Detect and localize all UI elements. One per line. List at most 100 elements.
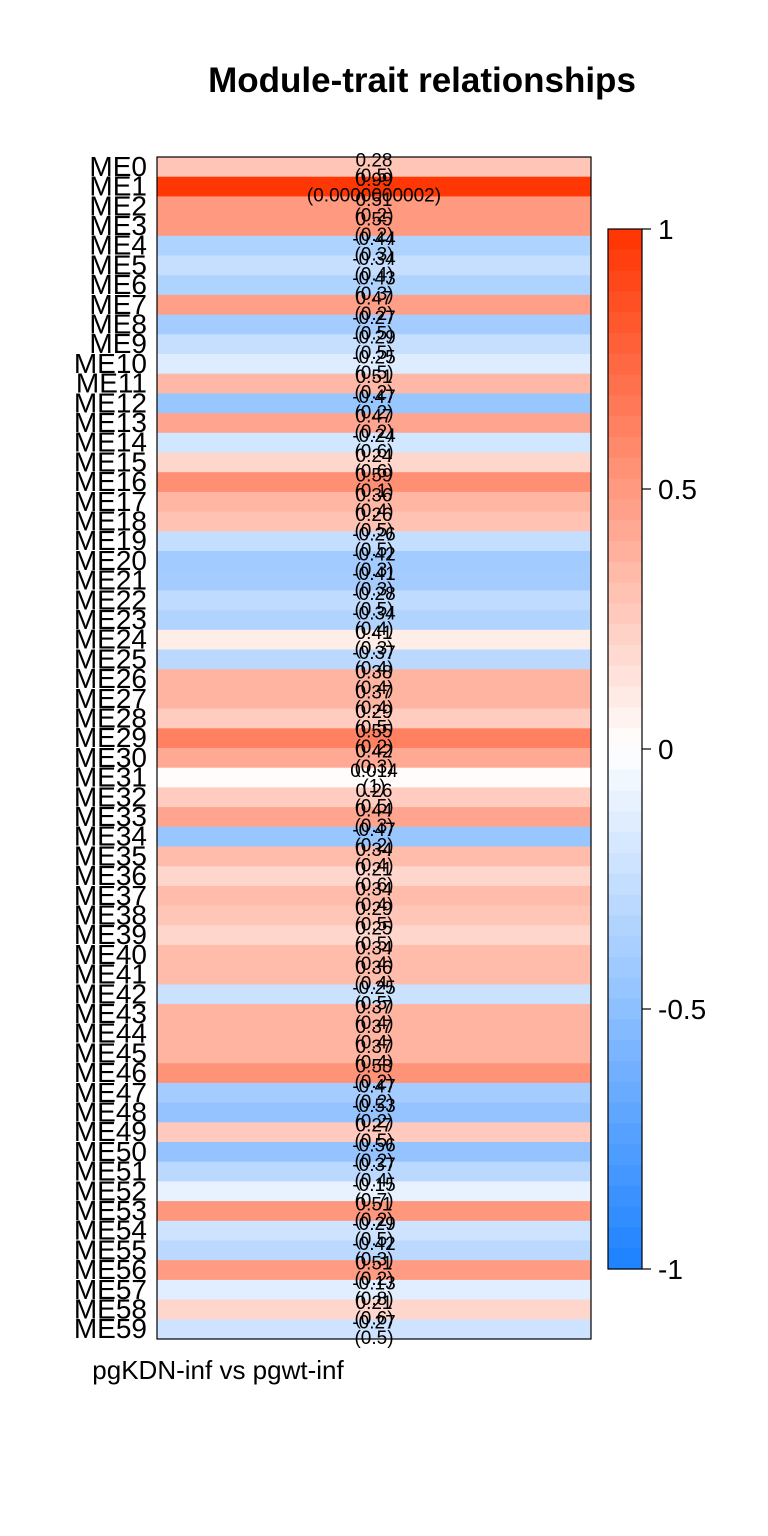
heatmap-cell-me22: [157, 590, 591, 611]
cell-value-me3: 0.55: [356, 209, 393, 230]
cell-pvalue-me13: (0.2): [354, 422, 393, 443]
colorbar-tick-label: 0.5: [658, 474, 697, 505]
colorbar-tick-label: -1: [658, 1254, 683, 1285]
cell-value-me5: -0.34: [352, 249, 396, 270]
row-label-me42: ME42: [74, 978, 147, 1009]
row-label-me30: ME30: [74, 742, 147, 773]
colorbar-step: [608, 582, 642, 604]
colorbar-step: [608, 374, 642, 396]
heatmap-cell-me34: [157, 826, 591, 847]
row-label-me39: ME39: [74, 919, 147, 950]
heatmap-cell-me52: [157, 1181, 591, 1202]
row-label-me45: ME45: [74, 1037, 147, 1068]
row-label-me11: ME11: [76, 368, 147, 399]
colorbar-step: [608, 998, 642, 1020]
cell-pvalue-me21: (0.3): [354, 580, 393, 601]
colorbar-step: [608, 1165, 642, 1187]
cell-value-me1: 0.99: [356, 170, 393, 191]
cell-value-me2: 0.51: [356, 190, 393, 211]
colorbar-tick-label: 1: [658, 214, 674, 245]
cell-pvalue-me57: (0.8): [354, 1289, 393, 1310]
colorbar-step: [608, 291, 642, 313]
heatmap-cell-me1: [157, 176, 591, 197]
colorbar-step: [608, 1144, 642, 1166]
cell-value-me47: -0.47: [352, 1076, 395, 1097]
heatmap-cell-me16: [157, 472, 591, 493]
row-label-me37: ME37: [74, 880, 147, 911]
colorbar-step: [608, 957, 642, 979]
cell-value-me28: 0.29: [356, 702, 393, 723]
colorbar-step: [608, 749, 642, 771]
row-label-me46: ME46: [74, 1057, 147, 1088]
cell-pvalue-me45: (0.4): [354, 1052, 393, 1073]
colorbar-step: [608, 603, 642, 625]
cell-value-me50: -0.56: [352, 1135, 395, 1156]
colorbar-tick-label: -0.5: [658, 994, 706, 1025]
cell-value-me15: 0.24: [356, 446, 393, 467]
heatmap-cell-me10: [157, 354, 591, 375]
cell-value-me10: -0.25: [352, 347, 395, 368]
row-label-me17: ME17: [74, 486, 147, 517]
colorbar-step: [608, 894, 642, 916]
heatmap-cell-me25: [157, 649, 591, 670]
cell-pvalue-me49: (0.5): [354, 1131, 393, 1152]
chart-title: Module-trait relationships: [208, 61, 636, 100]
cell-pvalue-me33: (0.3): [354, 816, 393, 837]
cell-pvalue-me1: (0.0000000002): [307, 186, 441, 207]
cell-value-me24: 0.41: [356, 623, 393, 644]
cell-pvalue-me19: (0.5): [354, 540, 393, 561]
cell-pvalue-me10: (0.5): [354, 363, 393, 384]
cell-value-me13: 0.47: [356, 406, 393, 427]
row-label-me34: ME34: [74, 821, 147, 852]
cell-pvalue-me22: (0.5): [354, 599, 393, 620]
heatmap-cell-me18: [157, 511, 591, 532]
cell-value-me20: -0.42: [352, 544, 395, 565]
colorbar-step: [608, 416, 642, 438]
heatmap-cell-me53: [157, 1201, 591, 1222]
heatmap-cell-me58: [157, 1299, 591, 1320]
row-label-me38: ME38: [74, 899, 147, 930]
row-label-me27: ME27: [74, 683, 147, 714]
cell-value-me30: 0.42: [356, 741, 393, 762]
cell-pvalue-me42: (0.5): [354, 993, 393, 1014]
heatmap-cell-me32: [157, 787, 591, 808]
cell-pvalue-me7: (0.2): [354, 304, 393, 325]
heatmap-cell-me36: [157, 866, 591, 887]
cell-value-me58: 0.21: [356, 1293, 393, 1314]
colorbar-step: [608, 1185, 642, 1208]
colorbar-step: [608, 624, 642, 646]
cell-pvalue-me28: (0.5): [354, 717, 393, 738]
colorbar-step: [608, 832, 642, 854]
colorbar-step: [608, 686, 642, 708]
row-label-me23: ME23: [74, 604, 147, 635]
row-label-me14: ME14: [74, 427, 147, 458]
colorbar-step: [608, 665, 642, 688]
cell-pvalue-me27: (0.4): [354, 698, 393, 719]
heatmap-cell-me12: [157, 393, 591, 414]
cell-value-me7: 0.47: [356, 288, 393, 309]
heatmap-cell-me30: [157, 748, 591, 769]
cell-value-me6: -0.43: [352, 269, 395, 290]
cell-pvalue-me6: (0.3): [354, 284, 393, 305]
heatmap-cell-me33: [157, 807, 591, 828]
cell-pvalue-me47: (0.2): [354, 1092, 393, 1113]
colorbar-step: [608, 853, 642, 875]
cell-value-me34: -0.47: [352, 820, 395, 841]
cell-value-me36: 0.21: [356, 860, 393, 881]
cell-pvalue-me37: (0.4): [354, 895, 393, 916]
cell-pvalue-me43: (0.4): [354, 1013, 393, 1034]
colorbar-step: [608, 499, 642, 521]
heatmap-cell-me38: [157, 905, 591, 926]
colorbar-step: [608, 229, 642, 251]
colorbar-step: [608, 561, 642, 584]
cell-pvalue-me55: (0.3): [354, 1249, 393, 1270]
row-label-me15: ME15: [74, 446, 147, 477]
colorbar-step: [608, 873, 642, 896]
cell-value-me23: -0.34: [352, 603, 396, 624]
heatmap-cell-me41: [157, 964, 591, 985]
heatmap-cell-me49: [157, 1122, 591, 1143]
cell-pvalue-me44: (0.4): [354, 1033, 393, 1054]
row-label-me20: ME20: [74, 545, 147, 576]
cell-value-me31: 0.014: [350, 761, 398, 782]
row-label-me55: ME55: [74, 1234, 147, 1265]
